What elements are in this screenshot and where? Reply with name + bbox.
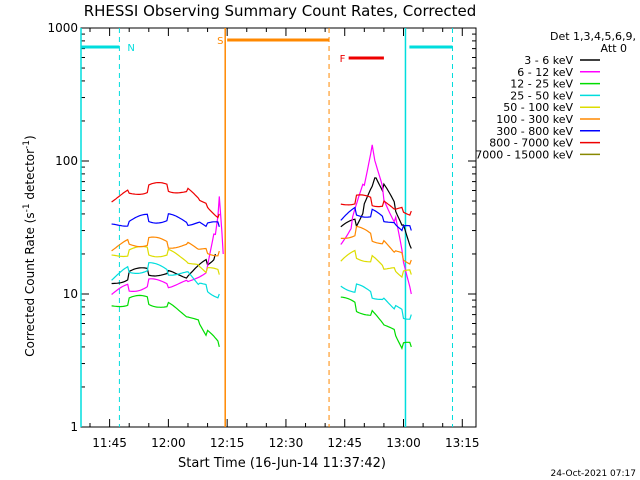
flag-label-s: S [217, 36, 223, 47]
x-tick-label: 12:30 [269, 436, 304, 450]
y-tick-label: 1 [70, 420, 78, 434]
y-tick-label: 1000 [47, 21, 78, 35]
legend-label: 300 - 800 keV [496, 125, 573, 138]
series-line [340, 249, 412, 279]
flag-label-n: N [127, 43, 134, 54]
footer-date: 24-Oct-2021 07:17 [551, 469, 636, 479]
series-line [340, 296, 412, 350]
plot-frame [80, 27, 477, 428]
series-line [111, 253, 216, 285]
legend-label: 6 - 12 keV [517, 66, 573, 79]
chart-title: RHESSI Observing Summary Count Rates, Co… [84, 2, 477, 20]
series-line [340, 177, 412, 249]
legend-header-1: Det 1,3,4,5,6,9, [550, 30, 636, 43]
series-line [111, 182, 220, 219]
x-tick-label: 12:00 [151, 436, 186, 450]
legend-label: 800 - 7000 keV [489, 137, 573, 150]
flag-label-f: F [340, 54, 346, 65]
x-tick-label: 13:15 [445, 436, 480, 450]
x-axis-label: Start Time (16-Jun-14 11:37:42) [178, 456, 386, 471]
legend-label: 3 - 6 keV [524, 54, 573, 67]
legend-label: 50 - 100 keV [503, 101, 573, 114]
series-line [111, 213, 220, 228]
series-line [111, 196, 224, 295]
series-line [340, 283, 412, 320]
x-tick-label: 13:00 [386, 436, 421, 450]
series-line [111, 236, 220, 257]
legend-label: 100 - 300 keV [496, 113, 573, 126]
x-tick-label: 11:45 [92, 436, 127, 450]
series-line [111, 262, 220, 299]
legend-label: 7000 - 15000 keV [475, 148, 573, 161]
x-tick-label: 12:15 [210, 436, 245, 450]
series-line [340, 144, 412, 295]
legend-header-2: Att 0 [601, 42, 627, 55]
svg-text:Corrected Count Rate (s-1 dete: Corrected Count Rate (s-1 detector-1) [22, 135, 37, 356]
plot-area: 1 10 100 1000 11:45 12:00 12:15 12:30 12:45 13:00… [47, 21, 479, 450]
legend-label: 25 - 50 keV [510, 89, 573, 102]
y-axis-label: Corrected Count Rate (s-1 detector-1) [22, 135, 37, 356]
y-tick-label: 10 [63, 287, 78, 301]
series-line [111, 294, 220, 348]
series-line [111, 245, 220, 275]
series-line [340, 194, 412, 216]
legend-label: 12 - 25 keV [510, 78, 573, 91]
series-line [340, 225, 412, 265]
x-tick-label: 12:45 [327, 436, 362, 450]
y-tick-label: 100 [55, 154, 78, 168]
series-line [340, 206, 412, 232]
